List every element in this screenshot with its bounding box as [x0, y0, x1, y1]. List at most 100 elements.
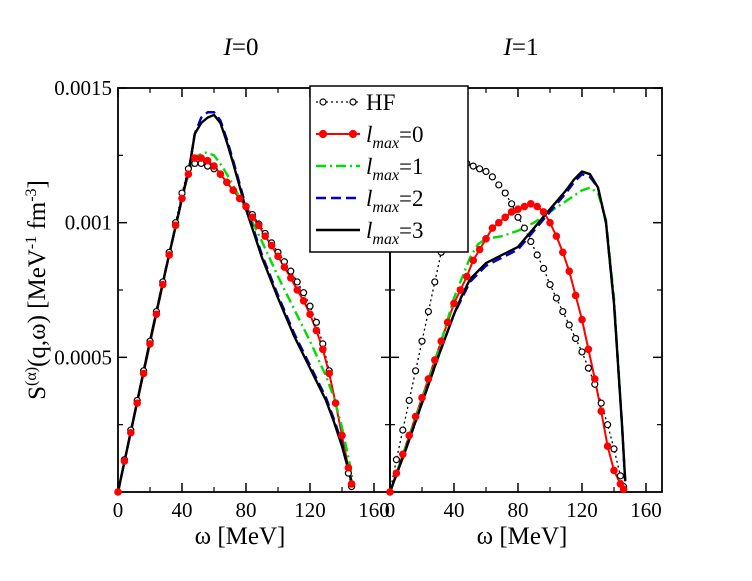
data-point-lmax0 — [411, 412, 420, 421]
series-line-lmax1 — [116, 151, 355, 493]
data-point-hf — [399, 426, 407, 434]
data-point-lmax0 — [267, 241, 276, 250]
data-point-lmax0 — [418, 393, 426, 402]
data-point-lmax0 — [424, 375, 433, 383]
x-tick-label: 0 — [385, 498, 396, 522]
data-point-lmax0 — [312, 326, 321, 335]
data-point-lmax0 — [565, 267, 573, 275]
data-point-hf — [424, 307, 432, 316]
data-point-lmax0 — [331, 399, 340, 407]
data-point-lmax0 — [133, 399, 142, 407]
data-point-lmax0 — [619, 485, 628, 494]
data-point-lmax0 — [398, 450, 407, 459]
data-point-hf — [418, 337, 426, 345]
legend-marker-hf — [349, 98, 357, 106]
data-point-lmax0 — [127, 428, 135, 437]
legend-label-hf: HF — [366, 90, 395, 115]
legend-glyphs — [316, 98, 360, 232]
data-point-lmax0 — [203, 156, 212, 165]
data-point-hf — [597, 399, 605, 407]
data-point-hf — [476, 165, 484, 173]
data-point-hf — [578, 348, 586, 356]
data-point-lmax0 — [456, 286, 465, 294]
x-tick-label: 160 — [630, 498, 662, 522]
data-point-lmax0 — [344, 463, 353, 472]
x-tick-label: 0 — [113, 498, 124, 522]
data-point-lmax0 — [293, 286, 302, 294]
data-point-lmax0 — [184, 170, 193, 178]
data-point-hf — [533, 251, 541, 259]
data-point-hf — [300, 289, 308, 297]
data-point-lmax0 — [469, 256, 478, 265]
data-point-hf — [469, 162, 477, 170]
data-point-hf — [431, 278, 439, 286]
data-point-lmax0 — [546, 218, 554, 227]
data-point-hf — [571, 334, 580, 343]
x-tick-label: 160 — [358, 498, 390, 522]
data-point-lmax0 — [139, 369, 148, 378]
x-tick-label: 120 — [294, 498, 326, 522]
data-point-hf — [559, 307, 567, 316]
data-point-lmax0 — [159, 280, 167, 289]
data-point-lmax0 — [437, 337, 446, 345]
data-point-lmax0 — [318, 345, 327, 354]
data-point-lmax0 — [325, 369, 334, 378]
data-point-lmax0 — [520, 202, 529, 211]
data-point-hf — [482, 167, 490, 176]
data-point-lmax0 — [386, 488, 394, 496]
data-point-lmax0 — [347, 480, 356, 488]
y-tick-label: 0.001 — [65, 211, 112, 235]
data-point-lmax0 — [475, 245, 484, 254]
data-point-hf — [508, 200, 516, 208]
series-line-lmax3 — [388, 170, 627, 493]
data-point-lmax0 — [120, 457, 129, 465]
data-point-lmax0 — [590, 375, 599, 383]
legend-marker-lmax0 — [348, 129, 358, 139]
y-axis-label: S(α)(q,ω) [MeV-1 fm-3] — [23, 180, 51, 400]
data-point-hf — [584, 364, 593, 372]
data-point-lmax0 — [242, 202, 250, 211]
panel-title-right: I=1 — [503, 34, 539, 61]
data-point-lmax0 — [191, 154, 199, 162]
legend-label-lmax0: lmax=0 — [366, 122, 424, 152]
data-point-lmax0 — [152, 310, 161, 319]
data-point-lmax0 — [306, 310, 314, 319]
data-point-lmax0 — [584, 345, 593, 354]
data-point-lmax0 — [610, 466, 618, 475]
data-point-lmax0 — [235, 194, 244, 203]
data-point-lmax0 — [146, 340, 154, 348]
legend-box — [309, 85, 469, 253]
data-point-hf — [392, 456, 400, 464]
data-point-hf — [293, 278, 301, 286]
data-point-hf — [287, 267, 295, 275]
data-point-lmax0 — [405, 431, 414, 440]
data-point-lmax0 — [539, 208, 548, 216]
legend-label-lmax2: lmax=2 — [366, 186, 424, 216]
legend: HF lmax=0 lmax=1 lmax=2 lmax=3 — [309, 85, 469, 253]
panel-title-left: I=0 — [223, 34, 259, 61]
data-point-lmax0 — [261, 232, 270, 240]
legend-marker-lmax0 — [318, 129, 328, 139]
data-point-hf — [539, 264, 548, 273]
data-point-lmax0 — [443, 318, 452, 327]
data-point-lmax0 — [223, 178, 231, 187]
data-point-hf — [495, 181, 503, 189]
data-point-lmax0 — [571, 291, 580, 300]
data-point-lmax0 — [488, 224, 497, 232]
data-point-hf — [412, 367, 420, 375]
data-point-lmax0 — [552, 232, 561, 240]
data-point-lmax0 — [482, 235, 490, 243]
data-point-hf — [312, 318, 320, 326]
x-tick-label: 80 — [236, 498, 257, 522]
data-point-lmax0 — [338, 431, 346, 440]
legend-marker-hf — [319, 98, 327, 106]
data-point-lmax0 — [578, 315, 586, 324]
data-point-lmax0 — [274, 252, 282, 261]
data-point-lmax0 — [171, 221, 180, 230]
x-tick-label: 80 — [508, 498, 529, 522]
data-point-hf — [514, 213, 522, 221]
data-point-lmax0 — [286, 274, 295, 282]
y-tick-label: 0.0015 — [54, 76, 112, 100]
data-point-hf — [546, 281, 554, 289]
y-tick-label: 0.0005 — [54, 345, 112, 369]
